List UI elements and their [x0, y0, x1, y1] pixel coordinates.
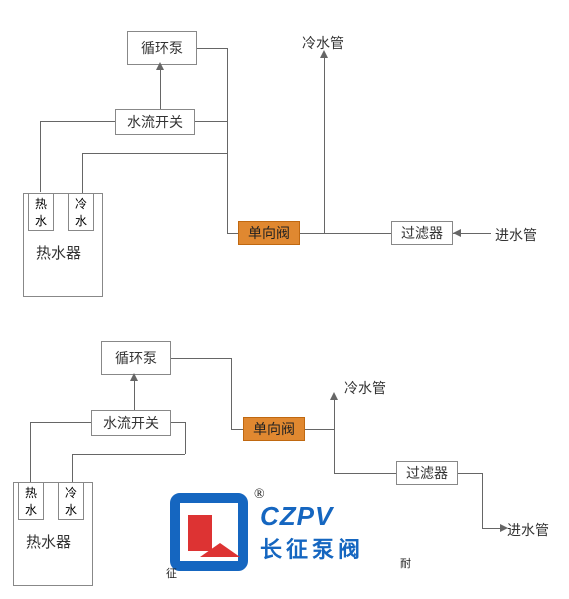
d2-cold-pipe-label: 冷水管	[344, 378, 386, 398]
d2-pump: 循环泵	[101, 341, 171, 375]
d1-heater-label: 热水器	[36, 242, 81, 263]
d1-filter: 过滤器	[391, 221, 453, 245]
d2-heater-box: 热 水 冷 水 热水器	[13, 482, 93, 586]
arrow-icon	[320, 50, 328, 58]
arrow-icon	[330, 392, 338, 400]
d1-heater-box: 热 水 冷 水 热水器	[23, 193, 103, 297]
system-diagram: 循环泵 水流开关 热 水 冷 水 热水器 单向阀 过滤器 冷水管 进水管 循环泵…	[0, 0, 569, 599]
d2-hot-port: 热 水	[18, 482, 44, 520]
d1-cold-port: 冷 水	[68, 193, 94, 231]
d2-flow-switch: 水流开关	[91, 410, 171, 436]
logo-side-right: 耐	[400, 555, 411, 571]
d2-cold-port: 冷 水	[58, 482, 84, 520]
d2-heater-label: 热水器	[26, 531, 71, 552]
arrow-icon	[453, 229, 461, 237]
d2-inlet-pipe-label: 进水管	[507, 520, 549, 540]
brand-logo: ® CZPV 长征泵阀 征 耐	[170, 493, 364, 571]
logo-en: CZPV	[260, 501, 364, 532]
d1-check-valve: 单向阀	[238, 221, 300, 245]
arrow-icon	[500, 524, 508, 532]
logo-mark-icon	[170, 493, 248, 571]
logo-side-left: 征	[166, 565, 177, 581]
registered-mark: ®	[254, 487, 265, 503]
logo-cn: 长征泵阀	[260, 532, 364, 564]
d1-flow-switch: 水流开关	[115, 109, 195, 135]
d2-filter: 过滤器	[396, 461, 458, 485]
arrow-icon	[156, 62, 164, 70]
arrow-icon	[130, 373, 138, 381]
d1-hot-port: 热 水	[28, 193, 54, 231]
d1-inlet-pipe-label: 进水管	[495, 225, 537, 245]
d2-check-valve: 单向阀	[243, 417, 305, 441]
d1-pump: 循环泵	[127, 31, 197, 65]
